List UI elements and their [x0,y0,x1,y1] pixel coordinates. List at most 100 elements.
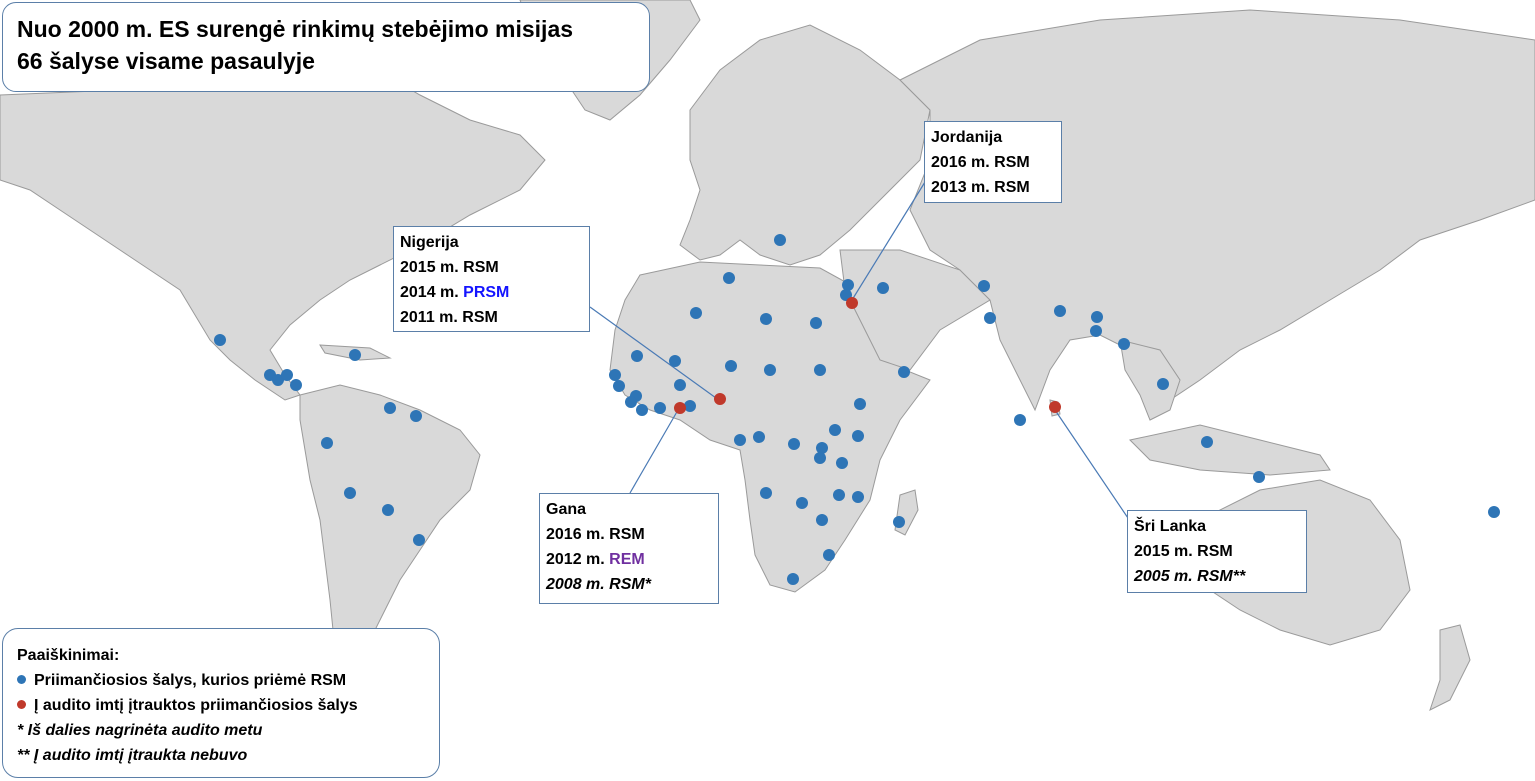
prsm-tag: PRSM [463,284,510,301]
leader-gana [629,409,679,494]
country-dot[interactable] [1253,471,1265,483]
country-dot[interactable] [631,350,643,362]
country-dot[interactable] [814,364,826,376]
blue-dot-icon [17,675,26,684]
land-new-zealand [1429,624,1471,711]
country-dot[interactable] [281,369,293,381]
country-dot[interactable] [753,431,765,443]
country-dot-gana[interactable] [674,402,686,414]
legend-item-audited: Į audito imtį įtrauktos priimančiosios š… [17,693,425,718]
country-dot[interactable] [978,280,990,292]
country-dot[interactable] [609,369,621,381]
country-dot[interactable] [852,430,864,442]
country-dot[interactable] [674,379,686,391]
map-title: Nuo 2000 m. ES surengė rinkimų stebėjimo… [2,2,650,92]
legend-note-partial: * Iš dalies nagrinėta audito metu [17,722,263,739]
land-europe [679,24,931,266]
country-dot[interactable] [893,516,905,528]
map-title-line2: 66 šalyse visame pasaulyje [17,48,315,74]
country-dot[interactable] [823,549,835,561]
callout-sri-lanka-line2: 2005 m. RSM** [1134,568,1246,585]
callout-nigerija-name: Nigerija [400,234,459,251]
country-dot-sri-lanka[interactable] [1049,401,1061,413]
country-dot[interactable] [625,396,637,408]
country-dot[interactable] [734,434,746,446]
country-dot[interactable] [1090,325,1102,337]
legend: Paaiškinimai: Priimančiosios šalys, kuri… [2,628,440,778]
callout-jordanija-line2: 2013 m. RSM [931,179,1030,196]
country-dot[interactable] [814,452,826,464]
country-dot[interactable] [816,514,828,526]
callout-sri-lanka: Šri Lanka 2015 m. RSM 2005 m. RSM** [1127,510,1307,593]
callout-jordanija-name: Jordanija [931,129,1003,146]
country-dot[interactable] [654,402,666,414]
callout-gana-line1: 2016 m. RSM [546,526,645,543]
land-indonesia [1128,424,1331,476]
callout-jordanija: Jordanija 2016 m. RSM 2013 m. RSM [924,121,1062,203]
country-dot[interactable] [836,457,848,469]
country-dot[interactable] [1157,378,1169,390]
callout-gana: Gana 2016 m. RSM 2012 m. REM 2008 m. RSM… [539,493,719,604]
country-dot[interactable] [290,379,302,391]
country-dot[interactable] [684,400,696,412]
land-north-america [0,59,546,401]
country-dot[interactable] [833,489,845,501]
country-dot[interactable] [1054,305,1066,317]
legend-observed-label: Priimančiosios šalys, kurios priėmė RSM [34,672,347,689]
land-southeast-asia [1119,339,1181,421]
country-dot[interactable] [842,279,854,291]
map-title-line1: Nuo 2000 m. ES surengė rinkimų stebėjimo… [17,16,574,42]
country-dot[interactable] [321,437,333,449]
country-dot[interactable] [272,374,284,386]
country-dot[interactable] [344,487,356,499]
country-dot[interactable] [723,272,735,284]
country-dot[interactable] [1118,338,1130,350]
country-dot[interactable] [413,534,425,546]
country-dot[interactable] [854,398,866,410]
country-dot[interactable] [690,307,702,319]
country-dot[interactable] [787,573,799,585]
audited-country-dots [674,297,1061,414]
country-dot[interactable] [788,438,800,450]
country-dot[interactable] [1014,414,1026,426]
country-dot[interactable] [774,234,786,246]
country-dot[interactable] [760,487,772,499]
country-dot[interactable] [796,497,808,509]
country-dot[interactable] [410,410,422,422]
leader-jordanija [851,181,926,301]
red-dot-icon [17,700,26,709]
country-dot[interactable] [1201,436,1213,448]
country-dot[interactable] [984,312,996,324]
country-dot[interactable] [829,424,841,436]
country-dot[interactable] [725,360,737,372]
country-dot-nigerija[interactable] [714,393,726,405]
land-madagascar [894,489,919,536]
country-dot[interactable] [349,349,361,361]
callout-sri-lanka-line1: 2015 m. RSM [1134,543,1233,560]
observed-country-dots [214,234,1500,585]
country-dot[interactable] [382,504,394,516]
country-dot[interactable] [898,366,910,378]
callout-gana-name: Gana [546,501,587,518]
land-asia [899,9,1535,412]
country-dot[interactable] [877,282,889,294]
country-dot[interactable] [810,317,822,329]
country-dot[interactable] [613,380,625,392]
callout-nigerija-line2-prefix: 2014 m. [400,284,464,301]
country-dot[interactable] [764,364,776,376]
country-dot[interactable] [384,402,396,414]
country-dot[interactable] [1091,311,1103,323]
country-dot[interactable] [214,334,226,346]
country-dot[interactable] [816,442,828,454]
country-dot[interactable] [636,404,648,416]
callout-nigerija-line1: 2015 m. RSM [400,259,499,276]
leader-nigerija [589,306,717,399]
land-masses [0,0,1535,711]
country-dot-jordanija[interactable] [846,297,858,309]
country-dot[interactable] [1488,506,1500,518]
country-dot[interactable] [760,313,772,325]
legend-heading: Paaiškinimai: [17,647,120,664]
country-dot[interactable] [852,491,864,503]
country-dot[interactable] [669,355,681,367]
